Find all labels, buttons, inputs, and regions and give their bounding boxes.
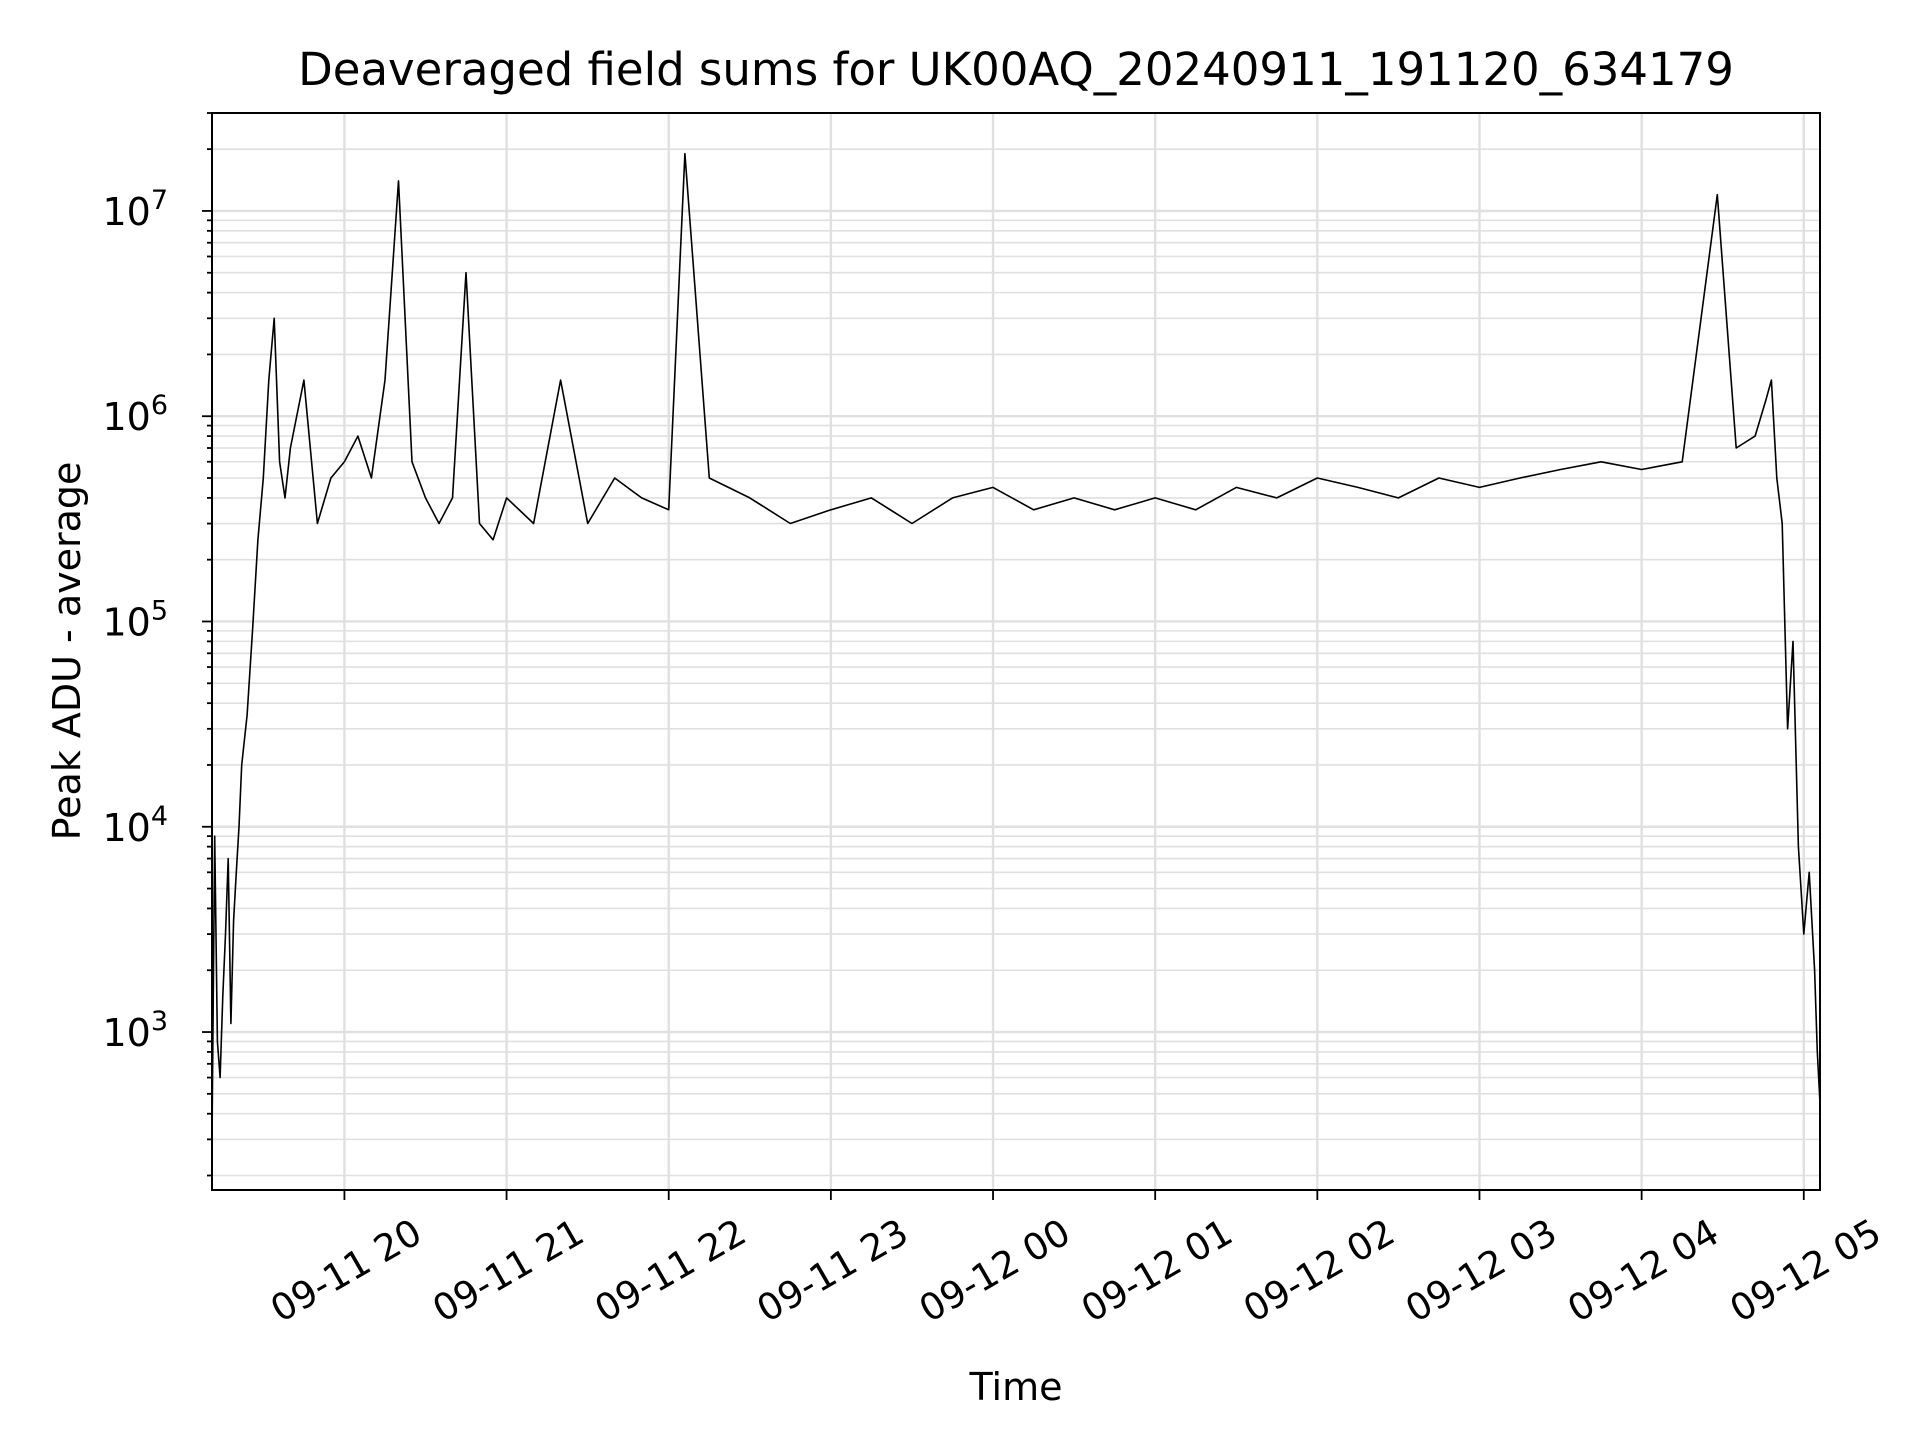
y-tick-label: 104 xyxy=(102,801,168,850)
y-axis-label: Peak ADU - average xyxy=(45,462,89,841)
x-axis-label: Time xyxy=(969,1365,1063,1409)
y-tick-label: 105 xyxy=(102,595,168,644)
y-tick-label: 103 xyxy=(102,1006,168,1055)
chart-title: Deaveraged field sums for UK00AQ_2024091… xyxy=(298,43,1734,96)
series-line xyxy=(211,152,1821,1140)
grid xyxy=(212,112,1820,1190)
plot-frame xyxy=(211,112,1821,1191)
series-layer xyxy=(211,152,1821,1140)
y-axis: 103 104 105 106 107 xyxy=(102,112,212,1177)
y-tick-label: 106 xyxy=(102,390,168,439)
y-tick-label: 107 xyxy=(102,185,168,234)
